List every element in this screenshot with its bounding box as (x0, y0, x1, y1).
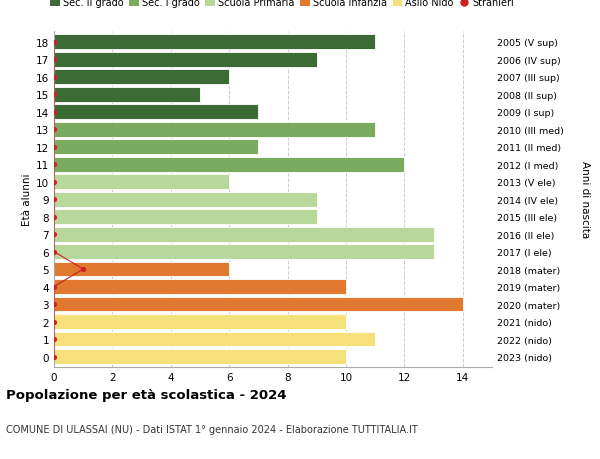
Point (49, 213, 59, 221)
Bar (54, 227, 434, 242)
Bar (54, 105, 259, 120)
Point (49, 283, 59, 291)
Bar (54, 192, 317, 207)
Bar (54, 175, 229, 190)
Bar (54, 53, 317, 67)
Bar (54, 88, 200, 102)
Point (49, 56, 59, 64)
Point (49, 74, 59, 81)
Y-axis label: Anni di nascita: Anni di nascita (580, 161, 590, 238)
Bar (54, 314, 346, 329)
Bar (54, 297, 463, 312)
Bar (54, 262, 229, 277)
Point (49, 161, 59, 168)
Point (49, 144, 59, 151)
Point (49, 248, 59, 256)
Bar (54, 210, 317, 224)
Text: COMUNE DI ULASSAI (NU) - Dati ISTAT 1° gennaio 2024 - Elaborazione TUTTITALIA.IT: COMUNE DI ULASSAI (NU) - Dati ISTAT 1° g… (6, 425, 418, 435)
Bar (54, 157, 404, 172)
Bar (54, 349, 346, 364)
Point (79, 266, 88, 273)
Legend: Sec. II grado, Sec. I grado, Scuola Primaria, Scuola Infanzia, Asilo Nido, Stran: Sec. II grado, Sec. I grado, Scuola Prim… (50, 0, 514, 8)
Point (49, 126, 59, 134)
Point (49, 336, 59, 343)
Point (49, 196, 59, 203)
Point (49, 39, 59, 46)
Y-axis label: Età alunni: Età alunni (22, 174, 32, 226)
Bar (54, 35, 375, 50)
Point (49, 318, 59, 325)
Bar (54, 332, 375, 347)
Bar (54, 123, 375, 137)
Point (49, 353, 59, 360)
Point (49, 231, 59, 238)
Point (49, 109, 59, 116)
Bar (54, 140, 259, 155)
Point (49, 179, 59, 186)
Text: Popolazione per età scolastica - 2024: Popolazione per età scolastica - 2024 (6, 388, 287, 401)
Point (49, 301, 59, 308)
Bar (54, 245, 434, 259)
Bar (54, 70, 229, 85)
Point (49, 91, 59, 99)
Bar (54, 280, 346, 294)
